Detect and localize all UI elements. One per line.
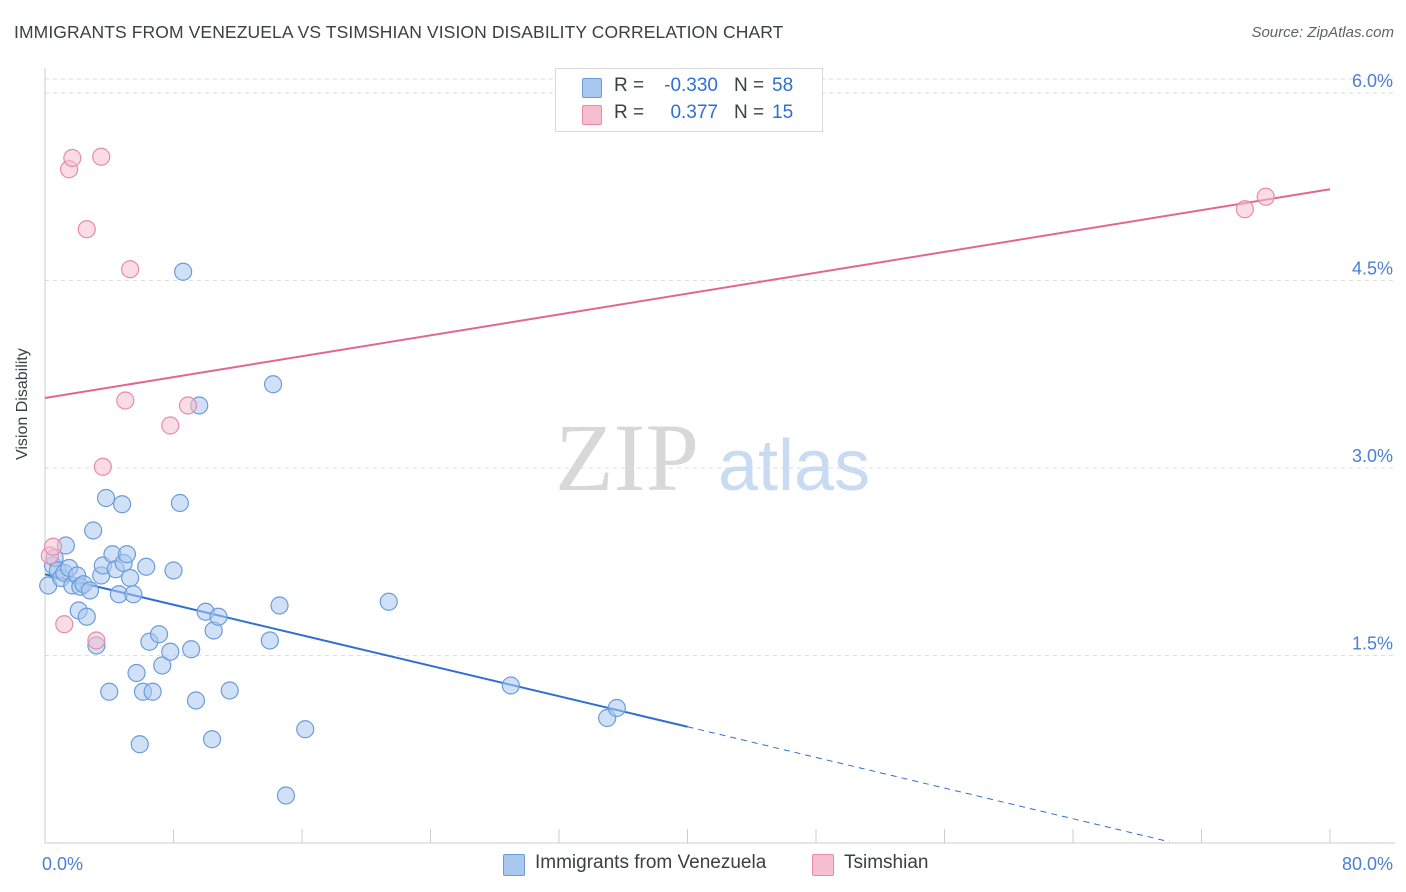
r-value: -0.330 [664,75,718,96]
r-label: R = [614,75,645,96]
point-venezuela [121,568,140,588]
point-tsimshian [63,148,82,168]
point-tsimshian [87,631,106,650]
chart-source: Source: ZipAtlas.com [1251,24,1394,41]
point-tsimshian [1235,200,1254,219]
y-tick-label: 6.0% [1352,71,1393,91]
legend-label-tsimshian: Tsimshian [844,852,929,873]
point-venezuela [174,262,193,281]
point-venezuela [164,561,183,580]
trend-line-venezuela-extension [687,726,1170,843]
point-venezuela [84,521,103,540]
point-venezuela [77,607,96,626]
point-tsimshian [43,537,63,556]
point-venezuela [186,691,206,710]
point-venezuela [137,557,156,576]
y-tick-label: 4.5% [1352,259,1393,279]
point-venezuela [170,493,190,513]
watermark: ZIP atlas [555,404,870,511]
axes [44,68,1395,844]
chart-title: IMMIGRANTS FROM VENEZUELA VS TSIMSHIAN V… [14,22,784,42]
point-venezuela [202,730,222,749]
r-value: 0.377 [670,102,718,123]
tick-labels: 1.5% 3.0% 4.5% 6.0% 0.0% 80.0% [42,71,1393,874]
watermark-zip: ZIP [555,404,699,511]
point-tsimshian [121,260,140,279]
point-venezuela [220,681,239,700]
trend-line-venezuela [44,573,688,728]
point-venezuela [161,642,180,661]
point-venezuela [182,640,201,659]
data-points [39,147,1275,805]
n-label: N = [734,75,765,96]
point-tsimshian [116,391,135,410]
point-tsimshian [92,147,111,166]
point-venezuela [96,488,116,508]
point-tsimshian [55,615,74,634]
y-axis-label: Vision Disability [14,348,31,460]
point-venezuela [117,545,137,564]
point-venezuela [276,786,296,805]
point-venezuela [143,682,162,701]
r-label: R = [614,102,645,123]
y-tick-label: 1.5% [1352,634,1393,654]
point-venezuela [260,631,279,650]
point-venezuela [209,607,228,626]
point-tsimshian [161,416,180,435]
point-venezuela [296,720,315,739]
legend-swatch-venezuela [503,854,525,876]
n-value: 15 [772,102,794,123]
swatch-venezuela [582,78,602,98]
trend-line-tsimshian [44,188,1331,399]
legend-label-venezuela: Immigrants from Venezuela [535,852,767,873]
point-venezuela [112,495,132,514]
point-venezuela [153,656,172,675]
point-venezuela [130,735,149,754]
n-label: N = [734,102,765,123]
x-tick-label: 0.0% [42,854,83,874]
point-venezuela [379,592,398,611]
point-tsimshian [178,396,198,415]
point-venezuela [127,663,146,683]
legend-swatch-tsimshian [812,854,834,876]
trend-lines [44,188,1331,843]
stats-legend: R = -0.330 N = 58 R = 0.377 N = 15 [555,68,823,132]
y-tick-label: 3.0% [1352,446,1393,466]
point-tsimshian [93,457,112,476]
point-venezuela [501,676,520,695]
point-venezuela [149,625,169,644]
gridlines [45,78,1395,656]
point-venezuela [607,698,626,718]
watermark-atlas: atlas [718,426,870,506]
point-venezuela [263,375,283,394]
x-tick-label: 80.0% [1342,854,1393,874]
point-tsimshian [1256,187,1275,206]
point-venezuela [80,581,100,600]
point-venezuela [124,585,143,604]
point-venezuela [270,596,289,615]
swatch-tsimshian [582,105,602,125]
point-tsimshian [77,220,96,239]
point-venezuela [100,682,119,701]
n-value: 58 [772,75,794,96]
